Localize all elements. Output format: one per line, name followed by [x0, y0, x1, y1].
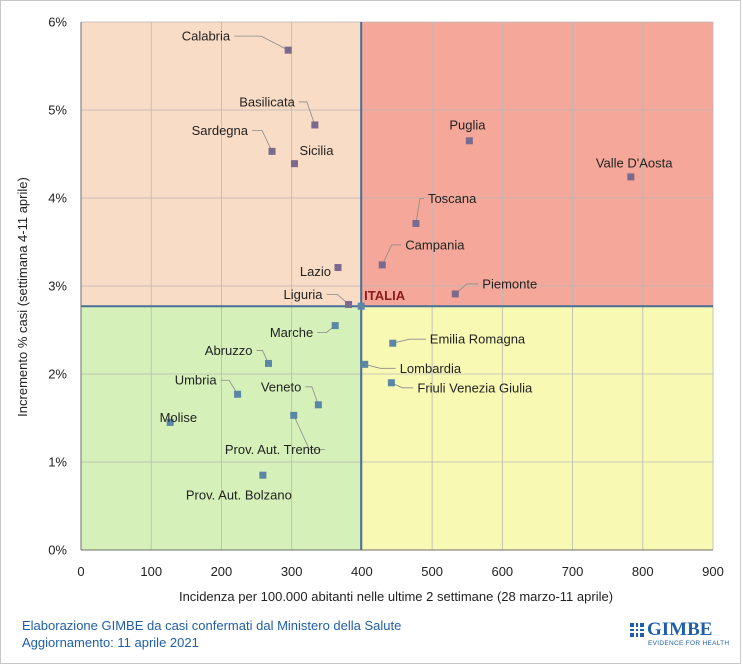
leader-abruzzo	[256, 350, 269, 364]
point-puglia	[465, 137, 473, 145]
scatter-chart: Calabria Basilicata Sardegna Sicilia Puglia V…	[15, 15, 724, 605]
y-tick-label: 2%	[48, 367, 67, 382]
point-valle-d-aosta	[627, 173, 635, 181]
point-calabria	[284, 46, 292, 54]
quadrant-top-right	[361, 22, 713, 307]
x-tick-label: 800	[632, 564, 654, 579]
leader-piemonte	[455, 283, 479, 295]
point-sardegna	[268, 147, 276, 155]
y-tick-label: 1%	[48, 455, 67, 470]
quadrant-backgrounds	[81, 22, 713, 550]
label-leader-lines	[220, 35, 479, 450]
point-label-prov-aut-trento: Prov. Aut. Trento	[225, 442, 321, 457]
logo-wordmark: GIMBE	[647, 619, 713, 640]
point-campania	[378, 261, 386, 269]
point-lazio	[334, 264, 342, 272]
footer: Elaborazione GIMBE da casi confermati da…	[22, 617, 401, 651]
gimbe-logo: GIMBE EVIDENCE FOR HEALTH	[630, 619, 729, 650]
point-label-molise: Molise	[160, 410, 198, 425]
gimbe-grid-icon	[630, 623, 644, 637]
leader-sardegna	[252, 129, 273, 152]
point-liguria	[345, 300, 353, 308]
point-label-marche: Marche	[270, 325, 313, 340]
x-tick-label: 100	[140, 564, 162, 579]
point-lombardia	[361, 360, 369, 368]
x-tick-label: 500	[421, 564, 443, 579]
point-veneto	[314, 401, 322, 409]
point-label-campania: Campania	[405, 237, 465, 252]
x-tick-label: 300	[281, 564, 303, 579]
point-umbria	[234, 390, 242, 398]
point-label-lombardia: Lombardia	[400, 361, 462, 376]
point-labels: Calabria Basilicata Sardegna Sicilia Puglia V…	[160, 29, 674, 503]
x-tick-label: 700	[562, 564, 584, 579]
tick-labels: 0 100 200 300 400 500 600 700 800 900 0% 1% 2% 3% 4% 5%…	[48, 15, 724, 580]
y-tick-label: 6%	[48, 15, 67, 30]
leader-prov-aut-trento	[293, 415, 325, 450]
point-label-abruzzo: Abruzzo	[205, 343, 253, 358]
y-tick-label: 3%	[48, 279, 67, 294]
point-sicilia	[290, 160, 298, 168]
point-molise	[166, 418, 174, 426]
leader-basilicata	[298, 101, 316, 126]
logo-tagline: EVIDENCE FOR HEALTH	[648, 640, 730, 647]
point-prov-aut-bolzano	[259, 471, 267, 479]
leader-lombardia	[364, 363, 396, 369]
point-label-piemonte: Piemonte	[482, 276, 537, 291]
leader-liguria	[326, 294, 349, 305]
point-label-liguria: Liguria	[284, 287, 324, 302]
y-tick-label: 4%	[48, 191, 67, 206]
point-label-prov-aut-bolzano: Prov. Aut. Bolzano	[186, 488, 292, 503]
leader-veneto	[305, 386, 319, 405]
point-label-sardegna: Sardegna	[192, 123, 249, 138]
leader-calabria	[234, 35, 289, 51]
x-tick-label: 600	[491, 564, 513, 579]
x-tick-label: 0	[77, 564, 84, 579]
point-label-friuli-venezia-giulia: Friuli Venezia Giulia	[417, 380, 533, 395]
point-label-sicilia: Sicilia	[299, 143, 334, 158]
point-abruzzo	[264, 359, 272, 367]
point-label-umbria: Umbria	[175, 373, 218, 388]
point-toscana	[412, 220, 420, 228]
leader-umbria	[220, 379, 238, 395]
y-tick-label: 5%	[48, 103, 67, 118]
point-label-emilia-romagna: Emilia Romagna	[430, 332, 526, 347]
point-emilia-romagna	[389, 339, 397, 347]
point-label-lazio: Lazio	[300, 264, 331, 279]
point-prov-aut-trento	[290, 411, 298, 419]
point-label-puglia: Puglia	[449, 117, 486, 132]
leader-toscana	[415, 198, 424, 224]
axes	[80, 22, 713, 551]
point-label-calabria: Calabria	[182, 29, 231, 44]
point-label-valle-d-aosta: Valle D'Aosta	[596, 155, 673, 170]
x-axis-label: Incidenza per 100.000 abitanti nelle ult…	[179, 589, 613, 604]
point-label-basilicata: Basilicata	[239, 94, 295, 109]
point-friuli-venezia-giulia	[387, 379, 395, 387]
leader-emilia-romagna	[392, 338, 426, 344]
point-label-veneto: Veneto	[261, 379, 302, 394]
leader-campania	[381, 244, 402, 266]
quadrant-bottom-right	[361, 306, 713, 550]
italia-label: ITALIA	[364, 288, 406, 303]
leader-friuli-venezia-giulia	[391, 382, 414, 389]
x-tick-label: 400	[351, 564, 373, 579]
point-label-toscana: Toscana	[428, 191, 477, 206]
point-piemonte	[451, 290, 459, 298]
italia-reference-lines	[81, 22, 713, 550]
data-points	[166, 46, 635, 479]
point-italia	[357, 302, 365, 310]
footer-update: Aggiornamento: 11 aprile 2021	[22, 635, 199, 650]
x-tick-label: 900	[702, 564, 724, 579]
footer-source: Elaborazione GIMBE da casi confermati da…	[22, 618, 402, 633]
x-tick-label: 200	[211, 564, 233, 579]
y-axis-label: Incremento % casi (settimana 4-11 aprile…	[15, 177, 30, 417]
point-marche	[331, 322, 339, 330]
point-basilicata	[311, 121, 319, 129]
y-tick-label: 0%	[48, 543, 67, 558]
